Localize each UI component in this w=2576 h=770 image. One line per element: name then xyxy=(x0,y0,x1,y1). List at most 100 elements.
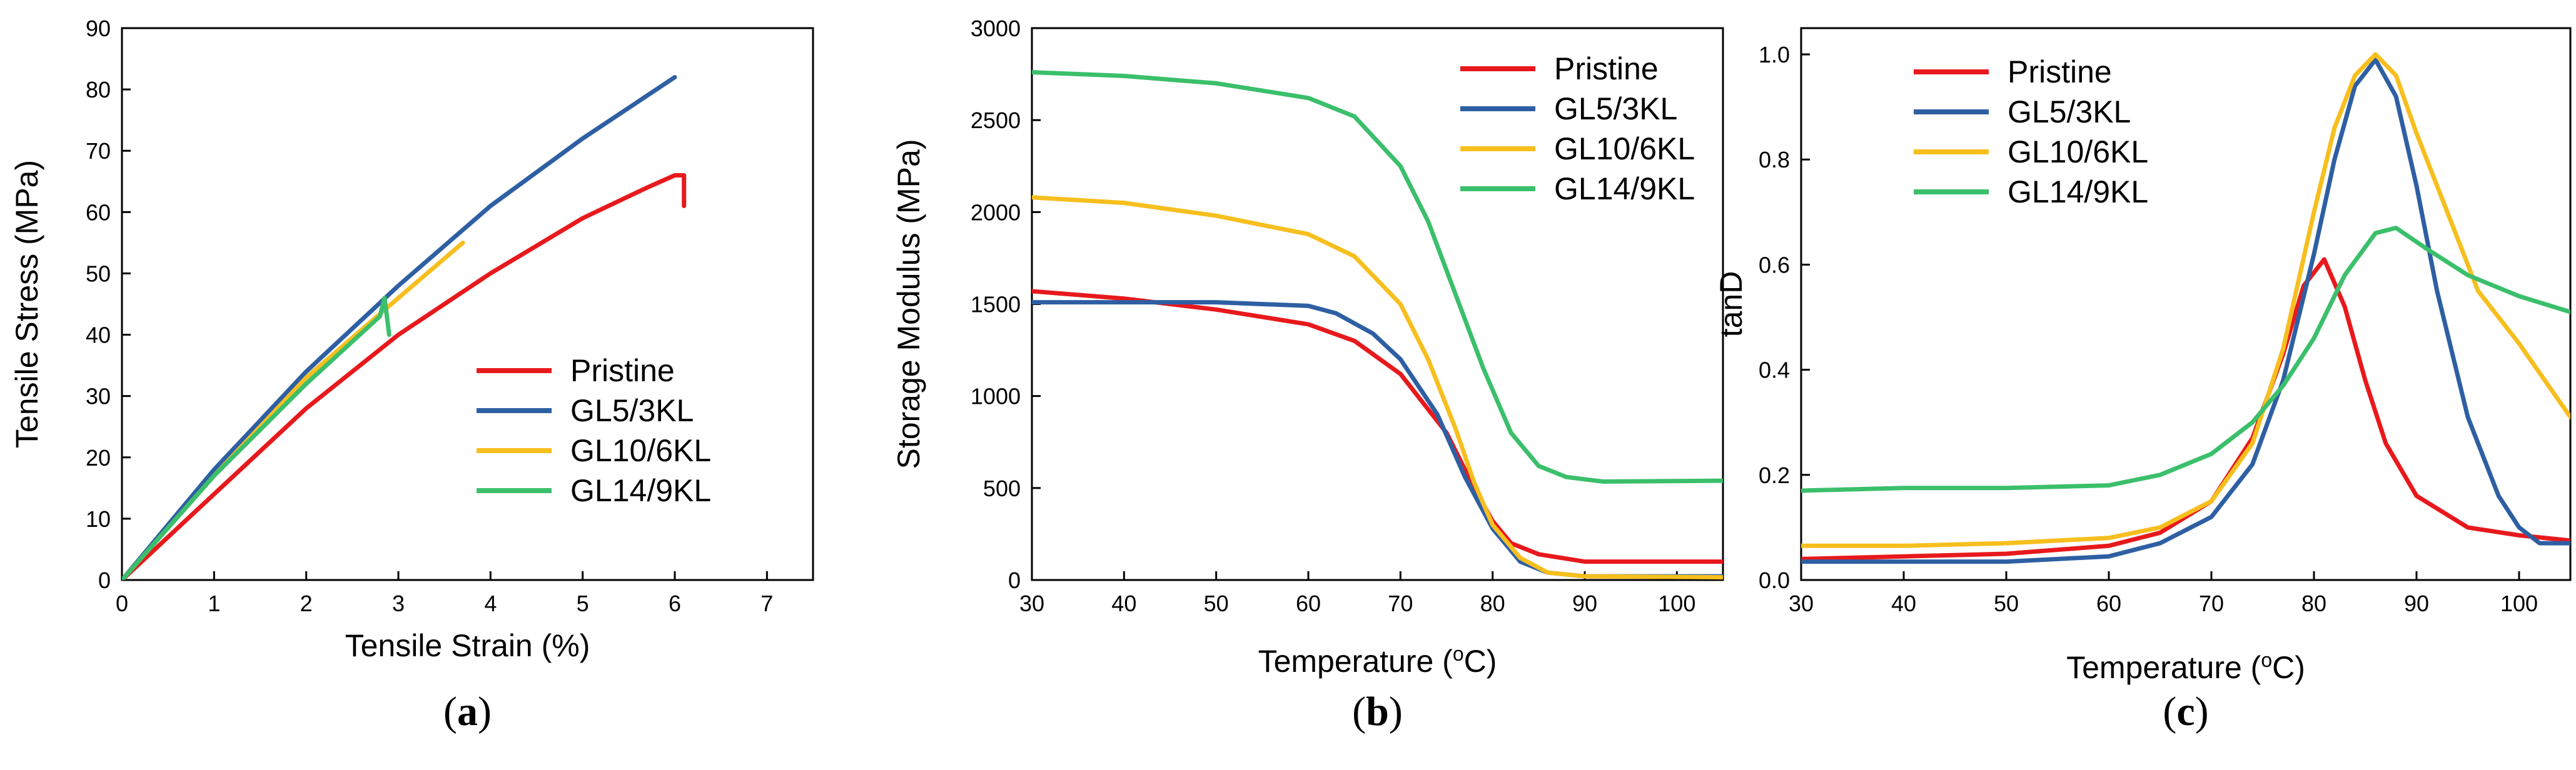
x-axis-title-part: Temperature ( xyxy=(1258,644,1453,679)
legend-label-gl14-9kl: GL14/9KL xyxy=(570,473,711,508)
y-axis-title: Storage Modulus (MPa) xyxy=(891,139,926,469)
y-tick-label: 0.6 xyxy=(1759,252,1790,278)
x-tick-label: 70 xyxy=(1388,591,1413,616)
legend-label-gl14-9kl: GL14/9KL xyxy=(1554,171,1695,206)
x-tick-label: 70 xyxy=(2199,591,2224,616)
legend: Pristine GL5/3KL GL10/6KL GL14/9KL xyxy=(477,353,711,508)
legend-label-gl14-9kl: GL14/9KL xyxy=(2008,174,2148,209)
panel-label-close-paren: ) xyxy=(478,689,492,734)
x-tick-label: 4 xyxy=(484,591,497,616)
x-tick-label: 50 xyxy=(1204,591,1229,616)
panel-label-close-paren: ) xyxy=(1389,689,1403,734)
y-tick-label: 0.0 xyxy=(1759,568,1790,593)
y-tick-label: 1000 xyxy=(971,384,1021,409)
legend-label-gl10-6kl: GL10/6KL xyxy=(2008,134,2148,169)
series-line-gl14-9kl xyxy=(1801,226,2570,493)
y-tick-label: 50 xyxy=(86,261,111,286)
series-group xyxy=(1032,70,1723,580)
panel-label-letter: a xyxy=(457,689,478,734)
series-line-gl10-6kl xyxy=(1032,195,1723,580)
x-axis-title-part: C) xyxy=(2272,650,2305,685)
panel-label-letter: b xyxy=(1366,689,1389,734)
legend-label-gl5-3kl: GL5/3KL xyxy=(2008,94,2131,129)
legend: Pristine GL5/3KL GL10/6KL GL14/9KL xyxy=(1460,51,1695,206)
series-line-gl14-9kl xyxy=(122,296,391,580)
legend-label-gl10-6kl: GL10/6KL xyxy=(570,433,711,468)
y-tick-label: 70 xyxy=(86,138,111,164)
y-tick-label: 2000 xyxy=(971,199,1021,225)
panel-label-close-paren: ) xyxy=(2195,689,2209,734)
panel-label-open-paren: ( xyxy=(443,689,457,734)
x-tick-label: 100 xyxy=(2500,591,2538,616)
y-tick-label: 30 xyxy=(86,384,111,409)
panel-label: (b) xyxy=(1352,689,1403,734)
y-tick-label: 90 xyxy=(86,16,111,41)
x-tick-label: 2 xyxy=(300,591,313,616)
plot-frame xyxy=(121,27,814,581)
y-tick-label: 1.0 xyxy=(1759,42,1790,68)
y-tick-label: 500 xyxy=(983,476,1021,501)
series-group xyxy=(1801,52,2570,564)
series-line-gl10-6kl xyxy=(1801,52,2570,548)
y-axis-title: Tensile Stress (MPa) xyxy=(9,160,44,448)
x-axis-title-superscript: o xyxy=(2261,649,2272,671)
x-axis-title-part: C) xyxy=(1464,644,1497,679)
x-tick-label: 1 xyxy=(208,591,220,616)
legend-label-gl5-3kl: GL5/3KL xyxy=(570,393,694,428)
y-tick-label: 20 xyxy=(86,445,111,471)
series-line-gl5-3kl xyxy=(122,75,677,580)
plot-frame xyxy=(1800,27,2572,581)
y-tick-label: 1500 xyxy=(971,292,1021,318)
x-tick-label: 30 xyxy=(1019,591,1044,616)
x-tick-label: 90 xyxy=(2404,591,2429,616)
y-tick-label: 0.4 xyxy=(1759,358,1790,383)
panel-label-letter: c xyxy=(2176,689,2195,734)
series-line-gl5-3kl xyxy=(1801,58,2570,564)
x-tick-label: 50 xyxy=(1994,591,2019,616)
legend-label-pristine: Pristine xyxy=(1554,51,1659,86)
x-tick-label: 7 xyxy=(760,591,773,616)
panel-c-chart: 30 40 50 60 70 80 90 100 0.0 0.2 0.4 0.6 0.8 1.0 Tempe… xyxy=(1714,27,2572,734)
x-tick-label: 80 xyxy=(2301,591,2326,616)
x-axis-title: Tensile Strain (%) xyxy=(345,628,590,663)
panel-label: (c) xyxy=(2163,689,2208,734)
x-tick-label: 40 xyxy=(1891,591,1916,616)
y-tick-label: 0.2 xyxy=(1759,462,1790,488)
y-tick-label: 0 xyxy=(98,568,111,593)
x-axis-title-superscript: o xyxy=(1453,642,1464,665)
series-group xyxy=(122,75,687,580)
panel-b-chart: 30 40 50 60 70 80 90 10005001000150020002500300… xyxy=(891,16,1724,734)
y-tick-label: 0.8 xyxy=(1759,147,1790,172)
x-tick-label: 0 xyxy=(116,591,128,616)
x-tick-label: 40 xyxy=(1111,591,1136,616)
x-axis-title: Temperature (oC) xyxy=(1258,642,1497,679)
y-axis-title: tanD xyxy=(1714,271,1749,338)
legend-label-gl5-3kl: GL5/3KL xyxy=(1554,91,1677,126)
y-tick-label: 2500 xyxy=(971,108,1021,133)
legend-label-pristine: Pristine xyxy=(570,353,675,388)
y-tick-label: 60 xyxy=(86,199,111,225)
x-tick-label: 100 xyxy=(1658,591,1695,616)
y-tick-label: 40 xyxy=(86,322,111,348)
x-tick-label: 80 xyxy=(1480,591,1505,616)
x-tick-label: 60 xyxy=(2096,591,2121,616)
y-tick-label: 80 xyxy=(86,77,111,102)
x-axis-title-part: Temperature ( xyxy=(2066,650,2261,685)
x-tick-label: 90 xyxy=(1572,591,1597,616)
legend-label-pristine: Pristine xyxy=(2008,54,2112,89)
legend-label-gl10-6kl: GL10/6KL xyxy=(1554,131,1695,166)
x-tick-label: 3 xyxy=(392,591,405,616)
series-line-pristine xyxy=(1801,257,2570,561)
panel-label-open-paren: ( xyxy=(1352,689,1366,734)
series-line-pristine xyxy=(1032,289,1723,564)
x-tick-label: 30 xyxy=(1789,591,1814,616)
x-tick-label: 6 xyxy=(669,591,681,616)
panel-label: (a) xyxy=(443,689,492,734)
y-tick-label: 0 xyxy=(1008,568,1021,593)
series-line-gl14-9kl xyxy=(1032,70,1723,484)
series-line-pristine xyxy=(122,173,687,580)
x-axis-title: Temperature (oC) xyxy=(2066,649,2305,685)
